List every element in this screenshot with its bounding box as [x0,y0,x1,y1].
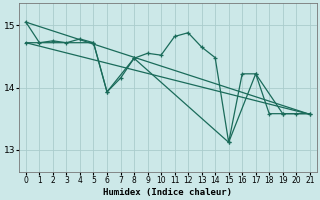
X-axis label: Humidex (Indice chaleur): Humidex (Indice chaleur) [103,188,232,197]
